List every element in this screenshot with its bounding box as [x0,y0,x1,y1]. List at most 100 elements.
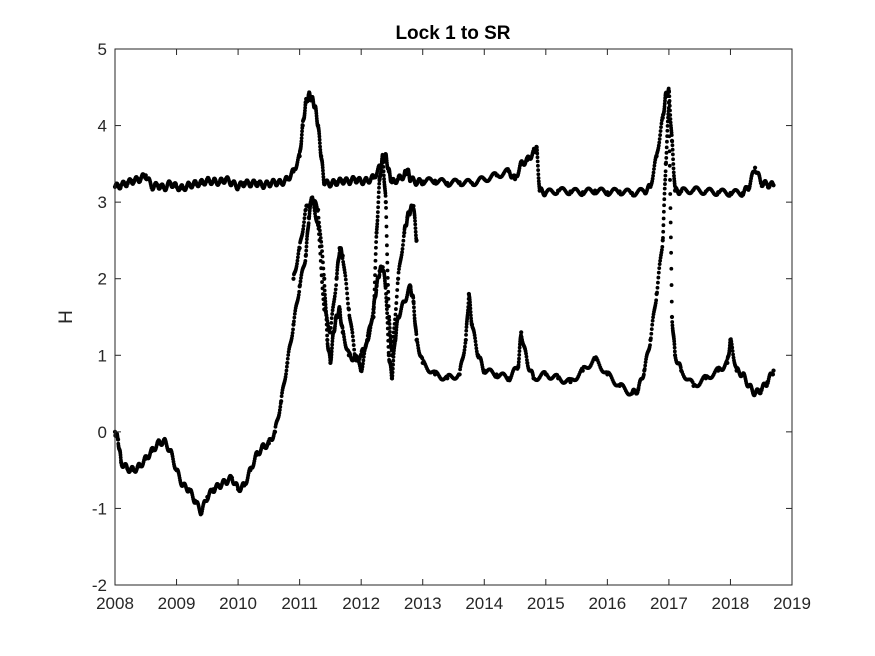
data-point-fill [385,311,390,316]
data-point-fill [399,253,404,257]
data-point-fill [387,326,392,330]
data-point-fill [330,312,335,316]
data-point-fill [534,145,539,150]
x-tick-label: 2015 [527,594,565,613]
data-point-fill [368,325,373,330]
data-point-fill [656,143,661,148]
data-point-fill [329,320,334,325]
data-point-fill [344,286,349,291]
data-point-fill [304,244,309,249]
data-point-fill [463,341,468,345]
data-point-fill [464,325,469,329]
data-point-fill [731,352,735,357]
data-point-fill [394,294,399,299]
data-point-fill [663,173,668,178]
data-point-fill [659,125,663,130]
data-point-fill [387,322,392,326]
data-point-fill [656,270,661,275]
data-point-fill [321,171,326,176]
data-point-fill [390,339,395,344]
data-point-fill [386,304,391,309]
data-point-fill [304,240,309,245]
data-point-fill [320,165,325,170]
data-point-fill [668,220,673,225]
data-point-fill [367,331,372,336]
data-point-fill [670,152,675,157]
data-point [297,154,302,159]
data-point-fill [329,316,334,321]
data-point-fill [670,143,675,148]
data-point-fill [329,349,334,354]
data-point-fill [671,166,676,171]
data-point-fill [332,294,337,299]
data-point [669,314,675,320]
data-point-fill [352,347,357,352]
data-points [112,86,776,517]
data-point-fill [318,251,323,256]
data-point-fill [391,334,396,339]
data-point-fill [669,266,674,271]
data-point-fill [318,144,322,149]
data-point-fill [413,229,418,234]
data-point-fill [306,221,311,226]
data-point-fill [392,322,397,326]
data-point-fill [279,394,284,399]
data-point-fill [672,345,677,350]
data-point-fill [386,289,391,294]
data-point-fill [642,367,647,371]
data-point-fill [344,281,349,286]
chart-title: Lock 1 to SR [395,23,510,44]
data-point-fill [387,314,391,319]
data-point-fill [321,292,325,296]
data-point-fill [516,360,521,364]
data-point-fill [391,330,396,335]
data-point-fill [277,410,282,415]
data-point [445,376,450,381]
data-point-fill [464,328,469,333]
data-point-fill [649,331,654,336]
y-tick-label: 5 [98,40,107,59]
data-point-fill [517,349,522,354]
data-point-fill [671,157,675,162]
data-point-fill [377,181,382,186]
data-point-fill [351,343,356,347]
data-point-fill [393,317,397,322]
data-point-fill [536,172,541,177]
data-point-fill [373,265,378,270]
data-point-fill [285,356,290,361]
data-point-fill [516,362,521,367]
data-point-fill [341,332,346,336]
data-point-fill [332,297,337,302]
data-point-fill [376,205,381,210]
data-point-fill [372,287,377,292]
data-point [380,265,385,270]
data-point-fill [381,155,385,160]
data-point-fill [300,129,304,134]
data-point [580,368,585,373]
data-point [297,245,302,251]
data-point-fill [303,212,307,217]
data-point-fill [320,280,324,284]
data-point-fill [390,366,395,371]
data-point [371,314,376,320]
data-point [300,123,305,128]
y-tick-label: 3 [98,193,107,212]
data-point-fill [345,296,350,301]
data-point-fill [350,330,355,335]
x-tick-label: 2019 [773,594,811,613]
data-point-fill [666,106,671,110]
data-point-fill [298,279,303,284]
data-point-fill [390,376,395,381]
axes [114,48,793,586]
data-point-fill [462,350,466,355]
data-point-fill [303,105,308,110]
data-point-fill [320,254,325,259]
data-point-fill [375,221,380,226]
data-point-fill [283,375,288,379]
data-point-fill [301,227,306,232]
data-point-fill [334,283,339,288]
data-point [316,207,321,212]
data-point-fill [345,291,350,296]
data-point-fill [536,176,541,180]
data-point-fill [290,330,295,335]
